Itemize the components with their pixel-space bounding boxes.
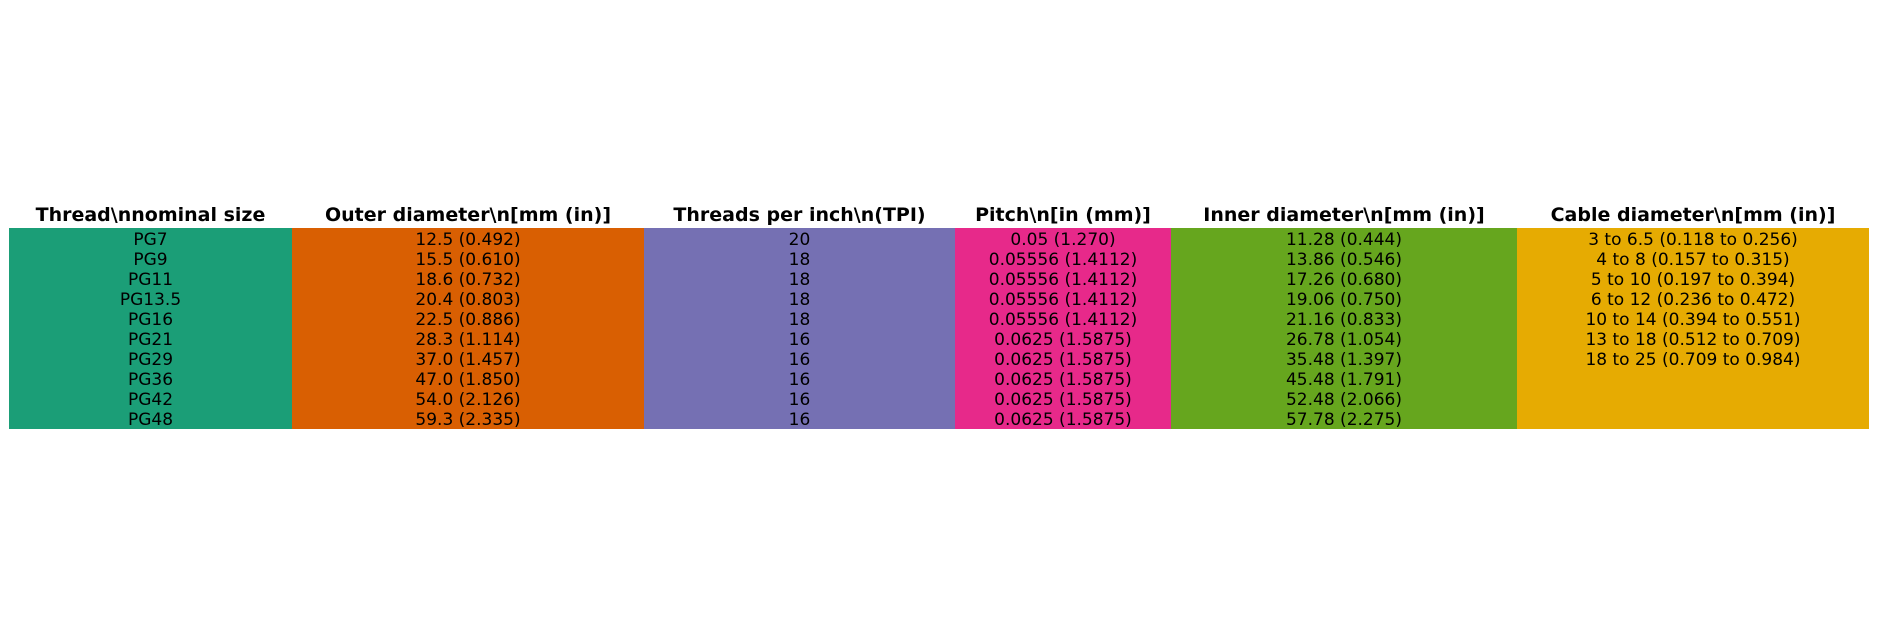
column-thread-size: PG7 PG9 PG11 PG13.5 PG16 PG21 PG29 PG36 PG42 PG48 (9, 228, 292, 430)
table-cell: 4 to 8 (0.157 to 0.315) (1596, 250, 1790, 270)
table-cell: 16 (788, 350, 811, 370)
table-cell: 10 to 14 (0.394 to 0.551) (1585, 310, 1801, 330)
table-cell: 57.78 (2.275) (1285, 410, 1402, 430)
header-outer-diameter: Outer diameter\n[mm (in)] (324, 204, 612, 226)
table-cell: 13 to 18 (0.512 to 0.709) (1585, 330, 1801, 350)
table-cell: PG42 (127, 390, 174, 410)
table-cell: 52.48 (2.066) (1285, 390, 1402, 410)
table-cell: 18 to 25 (0.709 to 0.984) (1585, 350, 1801, 370)
table-cell: PG21 (127, 330, 174, 350)
table-cell: PG36 (127, 370, 174, 390)
table-cell: 12.5 (0.492) (415, 230, 521, 250)
table-cell: 5 to 10 (0.197 to 0.394) (1590, 270, 1796, 290)
data-table: Thread\nnominal size Outer diameter\n[mm… (9, 203, 1869, 430)
table-cell: 21.16 (0.833) (1285, 310, 1402, 330)
table-cell: PG48 (127, 410, 174, 430)
table-cell: 20 (788, 230, 811, 250)
header-thread-size: Thread\nnominal size (35, 204, 266, 226)
table-cell: 47.0 (1.850) (415, 370, 521, 390)
table-cell: PG13.5 (119, 290, 182, 310)
column-inner-diameter: 11.28 (0.444) 13.86 (0.546) 17.26 (0.680) 1… (1171, 228, 1517, 430)
column-tpi: 20 18 18 18 18 16 16 16 16 16 (644, 228, 955, 430)
table-cell: PG9 (133, 250, 168, 270)
table-cell: 0.05556 (1.4112) (988, 310, 1138, 330)
table-cell: 0.05556 (1.4112) (988, 250, 1138, 270)
table-cell: 6 to 12 (0.236 to 0.472) (1590, 290, 1796, 310)
table-body: PG7 PG9 PG11 PG13.5 PG16 PG21 PG29 PG36 PG42 PG48… (9, 228, 1869, 430)
header-cable-diameter: Cable diameter\n[mm (in)] (1550, 204, 1836, 226)
table-cell: 0.05556 (1.4112) (988, 290, 1138, 310)
table-cell: 20.4 (0.803) (415, 290, 521, 310)
table-cell: 17.26 (0.680) (1285, 270, 1402, 290)
table-cell: PG29 (127, 350, 174, 370)
table-cell: 13.86 (0.546) (1285, 250, 1402, 270)
table-cell: 26.78 (1.054) (1285, 330, 1402, 350)
table-cell: 0.0625 (1.5875) (994, 410, 1132, 430)
table-cell: 54.0 (2.126) (415, 390, 521, 410)
table-cell: 0.0625 (1.5875) (994, 370, 1132, 390)
header-inner-diameter: Inner diameter\n[mm (in)] (1203, 204, 1485, 226)
table-cell: 0.05 (1.270) (1010, 230, 1116, 250)
table-cell: 19.06 (0.750) (1285, 290, 1402, 310)
table-cell: 16 (788, 370, 811, 390)
table-cell: 22.5 (0.886) (415, 310, 521, 330)
table-cell: 45.48 (1.791) (1285, 370, 1402, 390)
table-cell: 0.0625 (1.5875) (994, 330, 1132, 350)
table-cell: 28.3 (1.114) (415, 330, 521, 350)
table-cell: 0.0625 (1.5875) (994, 350, 1132, 370)
column-outer-diameter: 12.5 (0.492) 15.5 (0.610) 18.6 (0.732) 20.4… (292, 228, 644, 430)
table-cell: 0.05556 (1.4112) (988, 270, 1138, 290)
table-cell: PG7 (133, 230, 168, 250)
table-cell: 3 to 6.5 (0.118 to 0.256) (1588, 230, 1798, 250)
table-cell: 18 (788, 290, 811, 310)
table-cell: 16 (788, 390, 811, 410)
header-tpi: Threads per inch\n(TPI) (673, 204, 926, 226)
table-cell: 16 (788, 410, 811, 430)
table-cell: 18 (788, 250, 811, 270)
table-cell: 0.0625 (1.5875) (994, 390, 1132, 410)
table-cell: PG16 (127, 310, 174, 330)
table-cell: 35.48 (1.397) (1285, 350, 1402, 370)
table-cell: 18 (788, 310, 811, 330)
table-cell: 18 (788, 270, 811, 290)
table-cell: 18.6 (0.732) (415, 270, 521, 290)
table-cell: 16 (788, 330, 811, 350)
column-pitch: 0.05 (1.270) 0.05556 (1.4112) 0.05556 (1.4… (955, 228, 1171, 430)
header-pitch: Pitch\n[in (mm)] (975, 204, 1151, 226)
table-cell: PG11 (127, 270, 174, 290)
table-cell: 11.28 (0.444) (1285, 230, 1402, 250)
column-cable-diameter: 3 to 6.5 (0.118 to 0.256) 4 to 8 (0.157 t… (1517, 228, 1869, 429)
table-cell: 59.3 (2.335) (415, 410, 521, 430)
header-row: Thread\nnominal size Outer diameter\n[mm… (9, 203, 1869, 228)
table-cell: 15.5 (0.610) (415, 250, 521, 270)
table-cell: 37.0 (1.457) (415, 350, 521, 370)
